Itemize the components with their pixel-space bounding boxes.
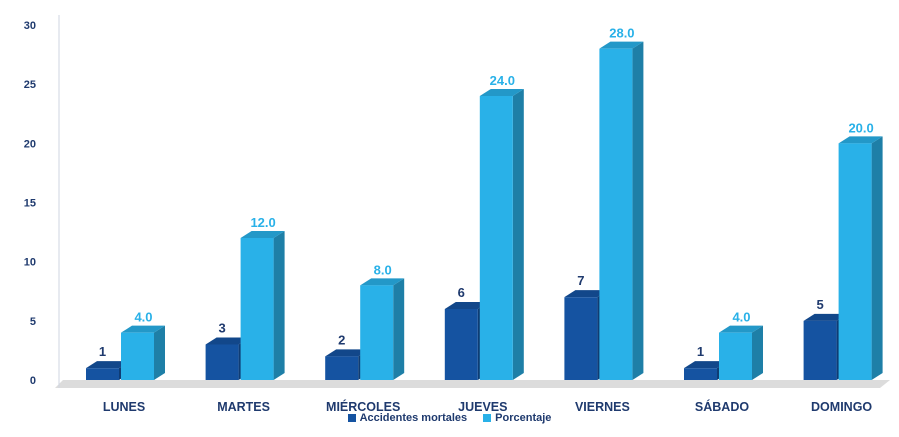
bar-porcentaje-side: [393, 278, 405, 380]
y-tick-label: 20: [24, 138, 36, 150]
y-tick-label: 10: [24, 257, 36, 269]
x-tick-label: LUNES: [103, 400, 145, 414]
legend-label-accidentes: Accidentes mortales: [359, 412, 468, 424]
bar-porcentaje-group: [121, 325, 165, 380]
bar-accidentes-top: [86, 361, 130, 369]
legend-item-porcentaje: Porcentaje: [483, 412, 551, 424]
legend-item-accidentes: Accidentes mortales: [347, 412, 468, 424]
y-tick-label: 0: [30, 375, 36, 387]
bar-accidentes: [684, 368, 717, 380]
y-tick-label: 15: [24, 198, 36, 210]
data-label-porcentaje: 4.0: [732, 310, 750, 325]
bar-porcentaje-group: [719, 325, 763, 380]
x-tick-label: MIÉRCOLES: [326, 399, 400, 414]
bar-porcentaje-top: [719, 325, 763, 333]
bar-accidentes-top: [325, 349, 370, 357]
bar-accidentes: [325, 356, 359, 380]
data-label-accidentes: 1: [99, 344, 106, 359]
bar-porcentaje: [121, 332, 154, 380]
data-label-accidentes: 2: [338, 332, 345, 347]
bar-accidentes-top: [684, 361, 728, 369]
bar-accidentes-top: [564, 290, 609, 298]
data-label-porcentaje: 24.0: [490, 73, 515, 88]
legend-swatch-porcentaje: [483, 414, 492, 422]
bar-accidentes: [205, 344, 239, 380]
bar-porcentaje: [360, 285, 394, 380]
bar-porcentaje-group: [599, 41, 644, 381]
bar-porcentaje-group: [360, 278, 405, 380]
bar-porcentaje-group: [240, 231, 285, 380]
x-tick-label: SÁBADO: [695, 399, 749, 414]
x-tick-label: MARTES: [217, 400, 270, 414]
y-tick-label: 30: [24, 20, 36, 32]
bar-accidentes-top: [444, 302, 489, 309]
bar-porcentaje-side: [154, 325, 165, 380]
data-label-accidentes: 7: [577, 273, 584, 288]
floor-shadow: [55, 380, 890, 388]
legend-swatch-accidentes: [347, 414, 356, 422]
legend-label-porcentaje: Porcentaje: [495, 412, 552, 424]
bar-porcentaje-side: [512, 89, 524, 380]
bar-porcentaje-top: [360, 278, 405, 286]
bar-accidentes: [564, 297, 598, 380]
bar-porcentaje-top: [479, 89, 524, 96]
bar-porcentaje: [479, 96, 513, 380]
data-label-accidentes: 5: [816, 297, 823, 312]
bar-accidentes-top: [803, 313, 848, 321]
data-label-porcentaje: 20.0: [848, 120, 873, 135]
bar-porcentaje-group: [838, 136, 883, 380]
bar-accidentes: [444, 309, 478, 380]
bar-porcentaje-side: [632, 41, 644, 381]
bar-accidentes-top: [205, 337, 250, 345]
x-tick-label: JUEVES: [458, 400, 507, 414]
bar-porcentaje-top: [599, 41, 644, 49]
bar-porcentaje-top: [121, 325, 165, 333]
bar-porcentaje-side: [273, 231, 285, 380]
data-label-porcentaje: 12.0: [250, 215, 275, 230]
bar-porcentaje-side: [871, 136, 883, 380]
data-label-accidentes: 3: [218, 321, 225, 336]
y-tick-label: 25: [24, 79, 36, 91]
bar-porcentaje: [599, 48, 633, 381]
bar-accidentes: [803, 320, 837, 380]
x-tick-label: DOMINGO: [811, 400, 872, 414]
x-tick-label: VIERNES: [575, 400, 630, 414]
y-tick-label: 5: [30, 316, 36, 328]
legend: Accidentes mortales Porcentaje: [0, 412, 899, 424]
bar-porcentaje: [240, 238, 274, 380]
data-label-accidentes: 1: [697, 344, 704, 359]
data-label-porcentaje: 4.0: [134, 310, 152, 325]
bar-porcentaje-top: [838, 136, 883, 144]
bar-porcentaje-group: [479, 89, 524, 380]
data-label-accidentes: 6: [458, 285, 465, 300]
bar-porcentaje-top: [240, 231, 285, 238]
data-label-porcentaje: 8.0: [374, 262, 392, 277]
bar-porcentaje: [838, 143, 872, 380]
data-label-porcentaje: 28.0: [609, 26, 634, 41]
bar-porcentaje-side: [752, 325, 763, 380]
bar-accidentes: [86, 368, 119, 380]
bar-porcentaje: [719, 332, 752, 380]
